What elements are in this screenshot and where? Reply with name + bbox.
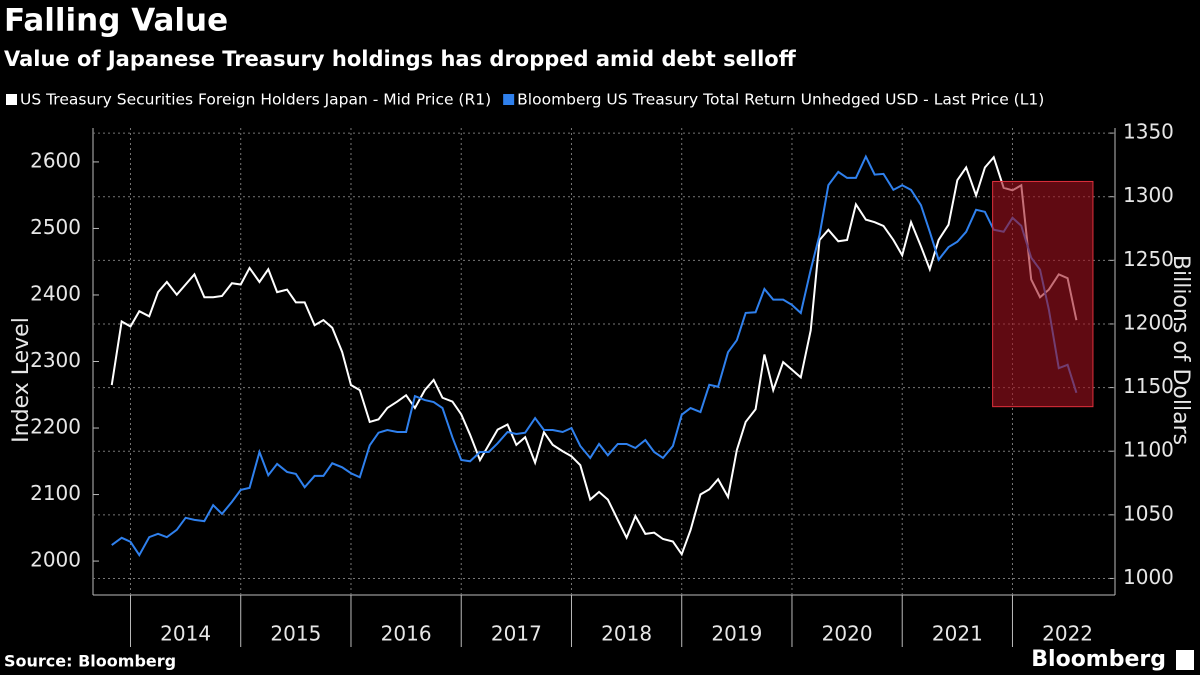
y-tick-label: 2300 (30, 348, 81, 372)
x-tick-label: 2022 (1042, 622, 1093, 646)
y2-tick-label: 1000 (1123, 565, 1174, 589)
legend-swatch (6, 94, 17, 105)
y-tick-label: 2400 (30, 281, 81, 305)
y-tick-label: 2500 (30, 215, 81, 239)
legend-label: US Treasury Securities Foreign Holders J… (20, 91, 491, 109)
series-line (111, 154, 1078, 558)
y2-tick-label: 1050 (1123, 501, 1174, 525)
y-tick-label: 2000 (30, 548, 81, 572)
y-tick-label: 2600 (30, 148, 81, 172)
legend-label: Bloomberg US Treasury Total Return Unhed… (517, 91, 1044, 109)
y2-axis-label: Billions of Dollars (1168, 255, 1193, 445)
x-tick-label: 2018 (601, 622, 652, 646)
chart-title: Falling Value (4, 3, 228, 39)
series-line (110, 155, 1078, 557)
x-tick-label: 2019 (711, 622, 762, 646)
y-tick-label: 2100 (30, 481, 81, 505)
chart-subtitle: Value of Japanese Treasury holdings has … (4, 47, 797, 71)
y2-tick-label: 1200 (1123, 310, 1174, 334)
x-tick-label: 2014 (160, 622, 211, 646)
brand: Bloomberg (1031, 647, 1166, 672)
brand-icon (1176, 650, 1194, 670)
y2-tick-label: 1100 (1123, 438, 1174, 462)
x-tick-label: 2020 (822, 622, 873, 646)
y2-tick-label: 1250 (1123, 247, 1174, 271)
y-tick-label: 2200 (30, 415, 81, 439)
highlight-box (992, 180, 1094, 408)
x-tick-label: 2015 (270, 622, 321, 646)
y2-tick-label: 1350 (1123, 120, 1174, 144)
y2-tick-label: 1300 (1123, 183, 1174, 207)
legend-swatch (503, 94, 515, 105)
x-tick-label: 2017 (491, 622, 542, 646)
x-tick-label: 2021 (932, 622, 983, 646)
y-axis-label: Index Level (9, 317, 34, 443)
x-tick-label: 2016 (381, 622, 432, 646)
y2-tick-label: 1150 (1123, 374, 1174, 398)
source: Source: Bloomberg (4, 652, 176, 671)
